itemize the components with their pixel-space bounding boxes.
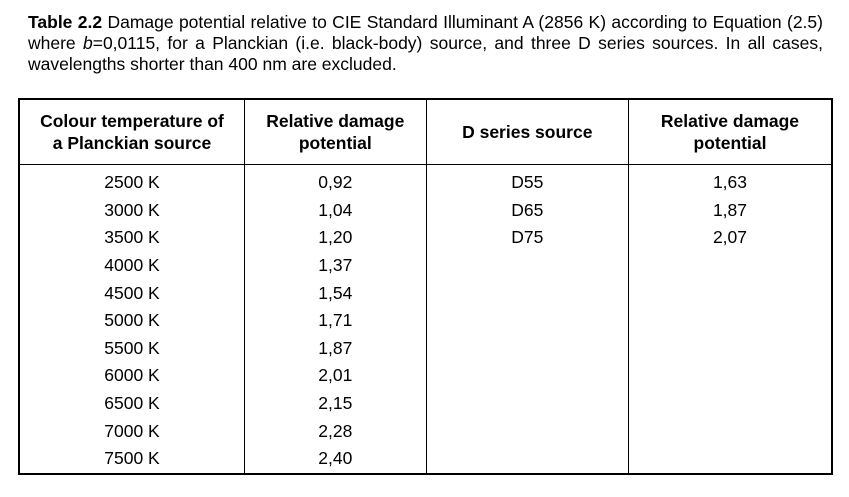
- cell-relative-damage-d-series: [627, 306, 833, 335]
- cell-relative-damage-d-series: [627, 251, 833, 280]
- cell-d-series-source: [425, 417, 629, 445]
- cell-colour-temperature: 6500 K: [18, 389, 245, 418]
- table-row: 5500 K 1,87: [18, 334, 833, 363]
- table-row: 4000 K 1,37: [18, 251, 833, 280]
- table-row: 6500 K 2,15: [18, 389, 833, 418]
- cell-relative-damage-planckian: 1,37: [244, 251, 427, 280]
- cell-colour-temperature: 7000 K: [18, 417, 245, 445]
- header-row: Colour temperature of a Planckian source…: [18, 98, 833, 165]
- cell-relative-damage-d-series: 2,07: [627, 224, 833, 252]
- cell-d-series-source: [425, 389, 629, 418]
- cell-d-series-source: D75: [425, 224, 629, 252]
- cell-d-series-source: D55: [425, 164, 629, 197]
- cell-relative-damage-d-series: [627, 279, 833, 307]
- cell-colour-temperature: 4000 K: [18, 251, 245, 280]
- caption-text: Damage potential relative to CIE Standar…: [28, 12, 823, 53]
- cell-d-series-source: [425, 306, 629, 335]
- damage-potential-table: Colour temperature of a Planckian source…: [18, 98, 833, 475]
- table-row: 5000 K 1,71: [18, 306, 833, 335]
- cell-relative-damage-planckian: 1,87: [244, 334, 427, 363]
- caption-text-continued: =0,0115, for a Planckian (i.e. black-bod…: [28, 33, 823, 74]
- caption-variable: b: [83, 33, 93, 53]
- cell-colour-temperature: 2500 K: [18, 164, 245, 197]
- table-label: Table 2.2: [28, 12, 103, 32]
- cell-colour-temperature: 4500 K: [18, 279, 245, 307]
- table-row: 4500 K 1,54: [18, 279, 833, 307]
- cell-relative-damage-d-series: [627, 417, 833, 445]
- cell-relative-damage-d-series: [627, 444, 833, 475]
- cell-d-series-source: [425, 444, 629, 475]
- table-row: 6000 K 2,01: [18, 362, 833, 390]
- cell-relative-damage-planckian: 1,20: [244, 224, 427, 252]
- cell-colour-temperature: 5500 K: [18, 334, 245, 363]
- cell-relative-damage-planckian: 2,15: [244, 389, 427, 418]
- cell-colour-temperature: 3500 K: [18, 224, 245, 252]
- cell-colour-temperature: 7500 K: [18, 444, 245, 475]
- table-body: 2500 K 0,92 D55 1,63 3000 K 1,04 D65 1,87 3500 K…: [18, 164, 833, 475]
- table-row: 7000 K 2,28: [18, 417, 833, 445]
- header-colour-temperature: Colour temperature of a Planckian source: [18, 98, 245, 165]
- cell-relative-damage-planckian: 2,28: [244, 417, 427, 445]
- cell-relative-damage-planckian: 1,04: [244, 196, 427, 225]
- cell-relative-damage-planckian: 2,40: [244, 444, 427, 475]
- header-relative-damage-d-series: Relative damage potential: [627, 98, 833, 165]
- cell-relative-damage-planckian: 1,54: [244, 279, 427, 307]
- cell-relative-damage-d-series: 1,87: [627, 196, 833, 225]
- cell-relative-damage-planckian: 2,01: [244, 362, 427, 390]
- table-row: 3500 K 1,20 D75 2,07: [18, 224, 833, 252]
- cell-colour-temperature: 6000 K: [18, 362, 245, 390]
- cell-colour-temperature: 5000 K: [18, 306, 245, 335]
- cell-colour-temperature: 3000 K: [18, 196, 245, 225]
- cell-relative-damage-d-series: [627, 389, 833, 418]
- cell-relative-damage-d-series: [627, 362, 833, 390]
- cell-relative-damage-planckian: 1,71: [244, 306, 427, 335]
- table-row: 7500 K 2,40: [18, 444, 833, 475]
- cell-d-series-source: [425, 362, 629, 390]
- header-d-series-source: D series source: [425, 98, 629, 165]
- cell-d-series-source: D65: [425, 196, 629, 225]
- cell-d-series-source: [425, 334, 629, 363]
- cell-relative-damage-d-series: 1,63: [627, 164, 833, 197]
- table-caption: Table 2.2 Damage potential relative to C…: [28, 12, 823, 75]
- table-row: 2500 K 0,92 D55 1,63: [18, 164, 833, 197]
- cell-relative-damage-d-series: [627, 334, 833, 363]
- header-relative-damage-planckian: Relative damage potential: [244, 98, 427, 165]
- cell-relative-damage-planckian: 0,92: [244, 164, 427, 197]
- cell-d-series-source: [425, 251, 629, 280]
- table-row: 3000 K 1,04 D65 1,87: [18, 196, 833, 225]
- cell-d-series-source: [425, 279, 629, 307]
